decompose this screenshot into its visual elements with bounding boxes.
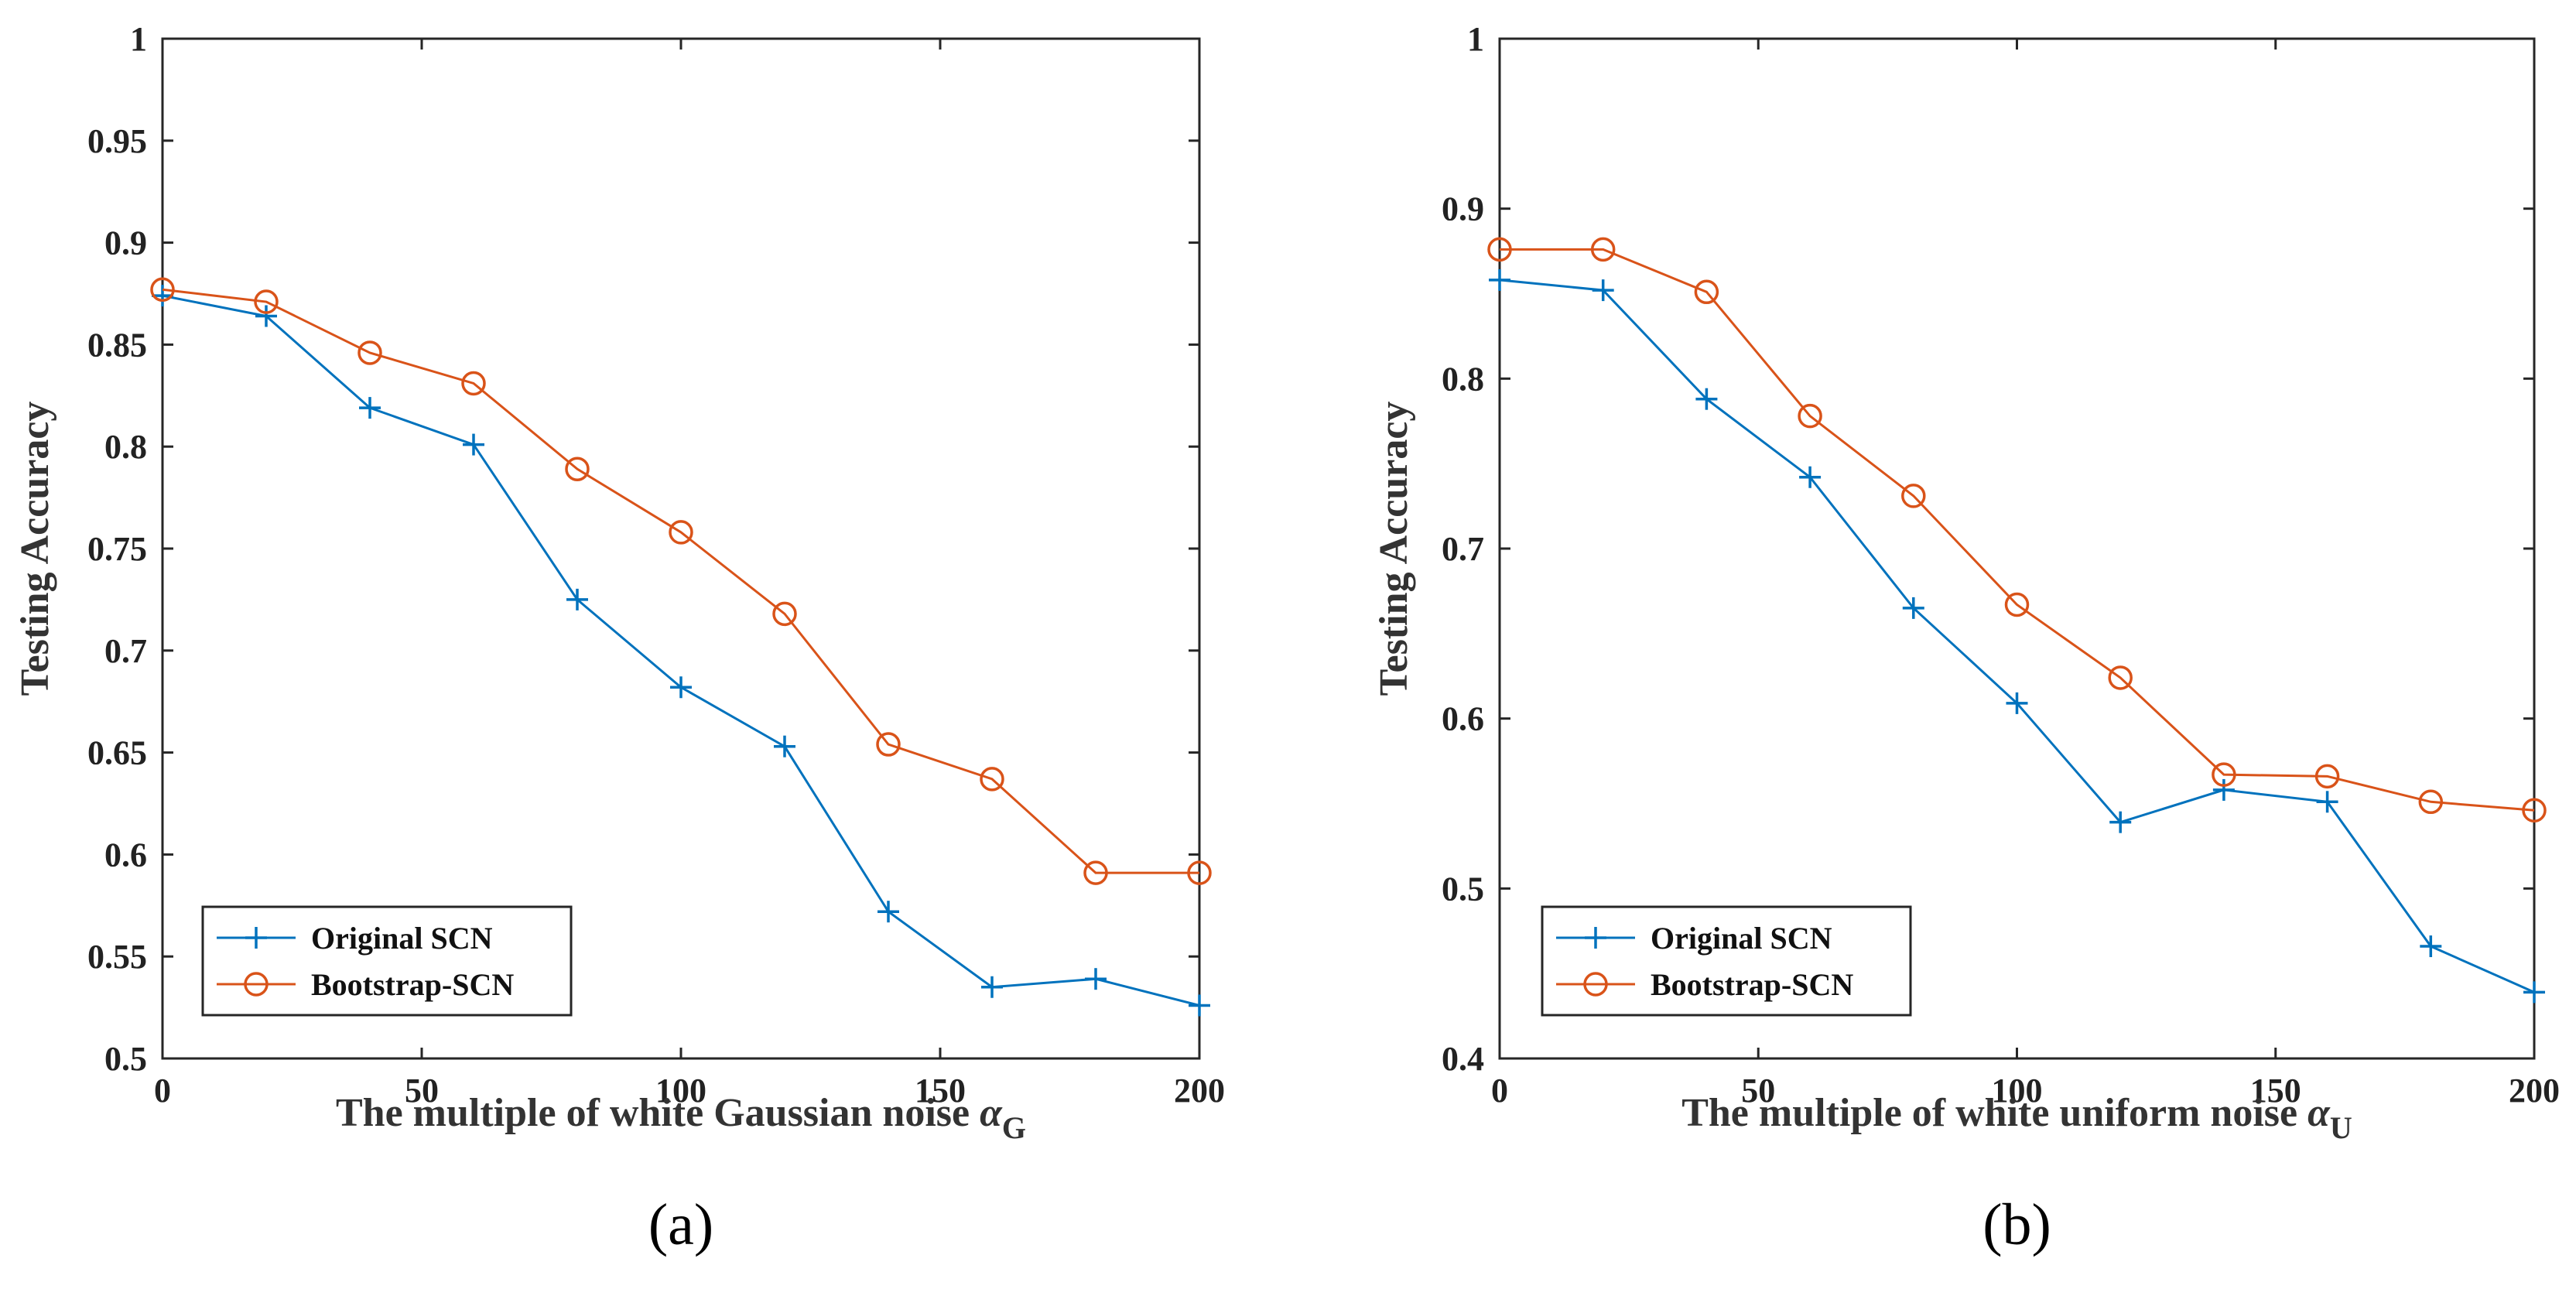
data-point-plus xyxy=(463,433,484,456)
y-tick-label: 0.6 xyxy=(1442,700,1484,738)
data-point-circle xyxy=(461,371,486,396)
panel-label: (b) xyxy=(1982,1192,2051,1257)
y-tick-label: 0.7 xyxy=(1442,530,1484,568)
data-point-plus xyxy=(1189,994,1210,1017)
data-point-plus xyxy=(2316,791,2338,813)
legend-label: Bootstrap-SCN xyxy=(1651,967,1853,1002)
y-tick-label: 1 xyxy=(1467,20,1484,58)
data-point-circle xyxy=(1083,860,1108,885)
legend: Original SCN Bootstrap-SCN xyxy=(201,905,573,1017)
data-point-plus xyxy=(2420,935,2442,958)
data-point-circle xyxy=(1187,860,1212,885)
data-point-plus xyxy=(2006,692,2028,714)
data-point-circle xyxy=(2108,665,2133,690)
data-point-plus xyxy=(152,285,173,307)
data-point-plus xyxy=(359,397,381,419)
plot-area xyxy=(161,37,1201,1060)
plot-area xyxy=(1498,37,2536,1060)
chart-panel-b: 0.4 0.5 0.6 0.7 0.8 0.9 1 0 50 100 150 200 Testing A… xyxy=(1372,20,2560,1257)
x-tick-label: 100 xyxy=(1992,1072,2043,1110)
legend-marker-circle xyxy=(1583,972,1608,997)
y-tick-label: 0.6 xyxy=(104,836,147,874)
data-point-circle xyxy=(254,289,279,314)
data-point-plus xyxy=(670,676,692,699)
data-point-circle xyxy=(1487,237,1512,262)
x-axis-label-symbol: α xyxy=(2307,1091,2331,1135)
data-point-circle xyxy=(1798,403,1822,429)
data-point-plus xyxy=(1799,466,1822,488)
x-axis-label: The multiple of white uniform noise αU xyxy=(1681,1091,2352,1145)
data-point-circle xyxy=(150,277,175,302)
data-point-circle xyxy=(772,601,797,627)
x-tick-label: 50 xyxy=(1741,1072,1775,1110)
x-axis-label-symbol: α xyxy=(980,1091,1003,1135)
y-tick-label: 0.4 xyxy=(1442,1040,1484,1078)
y-tick-label: 0.5 xyxy=(104,1040,147,1078)
legend-marker-circle xyxy=(244,972,269,997)
x-tick-label: 150 xyxy=(2250,1072,2301,1110)
x-axis-label-subscript: U xyxy=(2330,1110,2352,1145)
y-tick-label: 0.55 xyxy=(87,938,147,976)
x-axis-label-subscript: G xyxy=(1002,1110,1026,1145)
data-point-circle xyxy=(2522,798,2547,823)
x-tick-label: 0 xyxy=(154,1072,171,1110)
data-point-circle xyxy=(1590,237,1616,262)
data-point-plus xyxy=(1902,597,1924,619)
data-point-circle xyxy=(565,457,590,481)
x-tick-label: 150 xyxy=(915,1072,966,1110)
legend-label: Original SCN xyxy=(311,921,493,956)
data-point-circle xyxy=(876,732,901,757)
data-point-circle xyxy=(2314,764,2340,789)
y-tick-label: 0.95 xyxy=(87,122,147,160)
data-point-plus xyxy=(1489,268,1510,291)
x-tick-label: 0 xyxy=(1491,1072,1508,1110)
data-point-plus xyxy=(981,976,1003,998)
data-point-plus xyxy=(1592,279,1614,302)
data-point-circle xyxy=(2418,789,2444,815)
panel-label: (a) xyxy=(648,1192,713,1257)
data-point-circle xyxy=(357,340,382,365)
data-point-circle xyxy=(1901,484,1926,508)
y-tick-label: 0.9 xyxy=(104,224,147,262)
data-point-plus xyxy=(877,901,899,923)
chart-panel-a: 0.5 0.55 0.6 0.65 0.7 0.75 0.8 0.85 0.9 0.95 1 0 50 1… xyxy=(13,20,1225,1257)
data-point-circle xyxy=(1694,279,1719,305)
y-tick-label: 0.9 xyxy=(1442,190,1484,228)
data-point-circle xyxy=(2004,592,2030,617)
legend-label: Bootstrap-SCN xyxy=(311,967,514,1002)
y-axis-label: Testing Accuracy xyxy=(1372,402,1416,696)
y-tick-label: 0.85 xyxy=(87,326,147,364)
x-tick-label: 50 xyxy=(405,1072,439,1110)
data-point-plus xyxy=(774,735,795,757)
data-point-circle xyxy=(669,520,693,545)
data-point-plus xyxy=(1085,968,1107,990)
y-tick-label: 1 xyxy=(130,20,147,58)
y-tick-label: 0.75 xyxy=(87,530,147,568)
y-tick-label: 0.65 xyxy=(87,734,147,772)
y-tick-label: 0.7 xyxy=(104,632,147,670)
y-tick-label: 0.8 xyxy=(1442,360,1484,398)
x-tick-label: 100 xyxy=(655,1072,706,1110)
series-line-1 xyxy=(162,288,1199,874)
legend: Original SCN Bootstrap-SCN xyxy=(1541,905,1912,1017)
data-point-circle xyxy=(2212,762,2236,787)
data-point-plus xyxy=(255,305,277,327)
x-axis-label: The multiple of white Gaussian noise αG xyxy=(336,1091,1026,1145)
data-point-circle xyxy=(980,767,1004,792)
x-tick-label: 200 xyxy=(2509,1072,2560,1110)
legend-box xyxy=(1541,905,1912,1017)
data-point-plus xyxy=(1695,388,1718,410)
y-tick-label: 0.8 xyxy=(104,428,147,466)
x-tick-label: 200 xyxy=(1174,1072,1225,1110)
data-point-plus xyxy=(2109,811,2132,833)
series-line-1 xyxy=(1500,248,2535,812)
legend-box xyxy=(201,905,573,1017)
data-point-plus xyxy=(566,588,588,610)
y-axis-label: Testing Accuracy xyxy=(13,402,57,696)
data-point-plus xyxy=(2523,981,2545,1004)
y-tick-label: 0.5 xyxy=(1442,870,1484,908)
data-point-plus xyxy=(2212,778,2235,801)
legend-label: Original SCN xyxy=(1651,921,1832,956)
